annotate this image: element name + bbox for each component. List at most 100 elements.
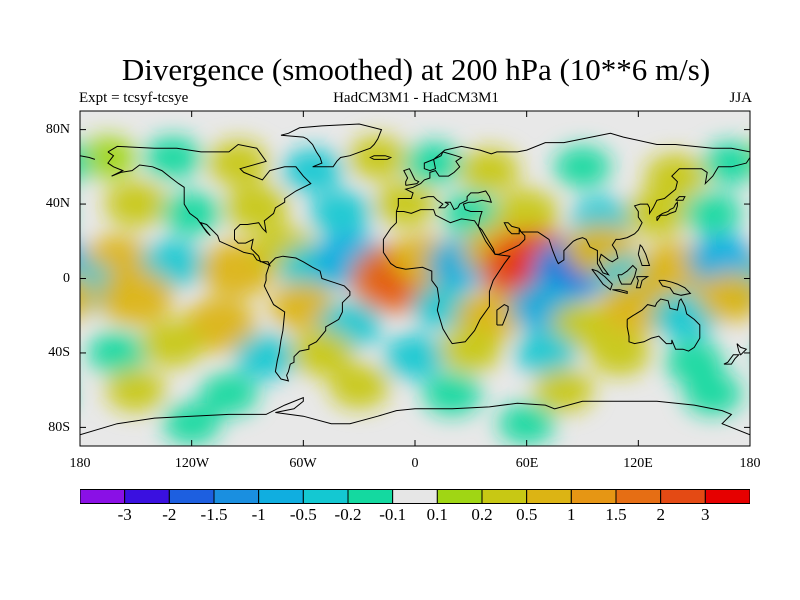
- colorbar-label: -2: [162, 505, 177, 524]
- colorbar-swatch: [660, 489, 706, 504]
- divergence-blob: [683, 192, 742, 235]
- experiment-label: Expt = tcsyf-tcsye: [79, 90, 189, 106]
- lon-label-0: 0: [411, 456, 419, 471]
- divergence-blob: [290, 329, 354, 377]
- divergence-blob: [384, 333, 446, 380]
- colorbar-label: 0.2: [471, 505, 493, 524]
- colorbar-label: 0.5: [516, 505, 538, 524]
- divergence-blob: [644, 153, 707, 199]
- divergence-blob: [754, 235, 800, 284]
- divergence-blob: [106, 368, 166, 412]
- divergence-blob: [224, 184, 289, 232]
- coastline: [263, 255, 351, 382]
- colorbar-swatch: [481, 489, 528, 504]
- season-label: JJA: [729, 90, 752, 106]
- divergence-blob: [683, 372, 742, 416]
- page-title: Divergence (smoothed) at 200 hPa (10**6 …: [121, 52, 711, 87]
- colorbar-swatch: [302, 489, 349, 504]
- divergence-blob: [554, 145, 611, 188]
- divergence-blob: [515, 330, 576, 376]
- divergence-blob: [309, 190, 372, 237]
- colorbar-label: -0.2: [334, 505, 362, 524]
- divergence-blob: [589, 330, 651, 376]
- colorbar-label: -0.1: [379, 505, 407, 524]
- divergence-blob: [235, 333, 297, 380]
- lat-label-80n: 80N: [45, 122, 70, 137]
- lon-label-180e: 180: [739, 456, 761, 471]
- coastline: [612, 289, 628, 295]
- colorbar-swatch: [392, 489, 438, 504]
- colorbar: [80, 489, 750, 504]
- colorbar-swatch: [124, 489, 170, 504]
- divergence-blob: [534, 368, 594, 413]
- coastline: [369, 155, 393, 160]
- colorbar-swatch: [258, 489, 304, 504]
- colorbar-swatch: [436, 489, 483, 504]
- coastline: [80, 155, 96, 160]
- lat-label-80s: 80S: [48, 420, 70, 435]
- colorbar-swatch: [347, 489, 394, 504]
- divergence-blob: [348, 135, 408, 180]
- coastline: [591, 268, 613, 291]
- divergence-blob: [141, 320, 205, 368]
- divergence-blob: [498, 402, 556, 445]
- lat-label-40s: 40S: [48, 345, 70, 360]
- divergence-blob: [422, 372, 482, 416]
- coastline: [382, 209, 511, 345]
- divergence-blob: [282, 148, 343, 193]
- divergence-blob: [104, 180, 168, 228]
- lat-label-40n: 40N: [45, 196, 70, 211]
- divergence-blob: [698, 272, 750, 322]
- divergence-blob: [375, 181, 437, 227]
- coastline: [496, 304, 509, 326]
- lon-label-60e: 60E: [515, 456, 539, 471]
- divergence-blob: [459, 148, 520, 193]
- divergence-blob: [404, 141, 463, 185]
- divergence-blob: [687, 234, 750, 286]
- divergence-blob: [97, 269, 174, 326]
- divergence-blob: [162, 191, 222, 236]
- colorbar-label: -3: [117, 505, 132, 524]
- divergence-blob: [749, 152, 750, 163]
- divergence-blob: [87, 331, 147, 375]
- colorbar-label: -1.5: [200, 505, 228, 524]
- coastline: [736, 343, 748, 356]
- colorbar-swatch: [704, 489, 750, 504]
- coastline: [675, 196, 686, 201]
- colorbar-swatch: [168, 489, 215, 504]
- colorbar-label: 3: [701, 505, 710, 524]
- coastline: [617, 264, 638, 285]
- divergence-blob: [80, 146, 91, 180]
- divergence-blob: [441, 191, 501, 236]
- divergence-blob: [163, 402, 221, 445]
- coastline: [280, 123, 383, 168]
- colorbar-swatch: [526, 489, 572, 504]
- coastline: [637, 243, 651, 266]
- colorbar-swatch: [615, 489, 662, 504]
- colorbar-label: -0.5: [289, 505, 317, 524]
- colorbar-label: 1: [567, 505, 576, 524]
- lon-label-60w: 60W: [289, 456, 317, 471]
- lon-label-120w: 120W: [174, 456, 210, 471]
- coastline: [626, 298, 701, 352]
- coastline: [723, 354, 741, 365]
- divergence-blob: [199, 372, 259, 416]
- divergence-blob: [329, 364, 390, 409]
- coastline: [107, 143, 312, 267]
- colorbar-label: 0.1: [426, 505, 448, 524]
- divergence-blob: [80, 276, 95, 318]
- divergence-blob: [14, 372, 72, 415]
- model-label: HadCM3M1 - HadCM3M1: [333, 90, 499, 106]
- coastline: [656, 200, 678, 222]
- colorbar-swatch: [80, 489, 126, 504]
- coastline: [635, 276, 650, 289]
- divergence-blob: [144, 136, 202, 179]
- colorbar-label: -1: [251, 505, 266, 524]
- lon-label-120e: 120E: [623, 456, 653, 471]
- lat-label-0: 0: [63, 271, 70, 286]
- colorbar-label: 2: [656, 505, 665, 524]
- coastline: [80, 396, 750, 436]
- lon-label-180w: 180: [69, 456, 91, 471]
- coastline: [658, 279, 692, 296]
